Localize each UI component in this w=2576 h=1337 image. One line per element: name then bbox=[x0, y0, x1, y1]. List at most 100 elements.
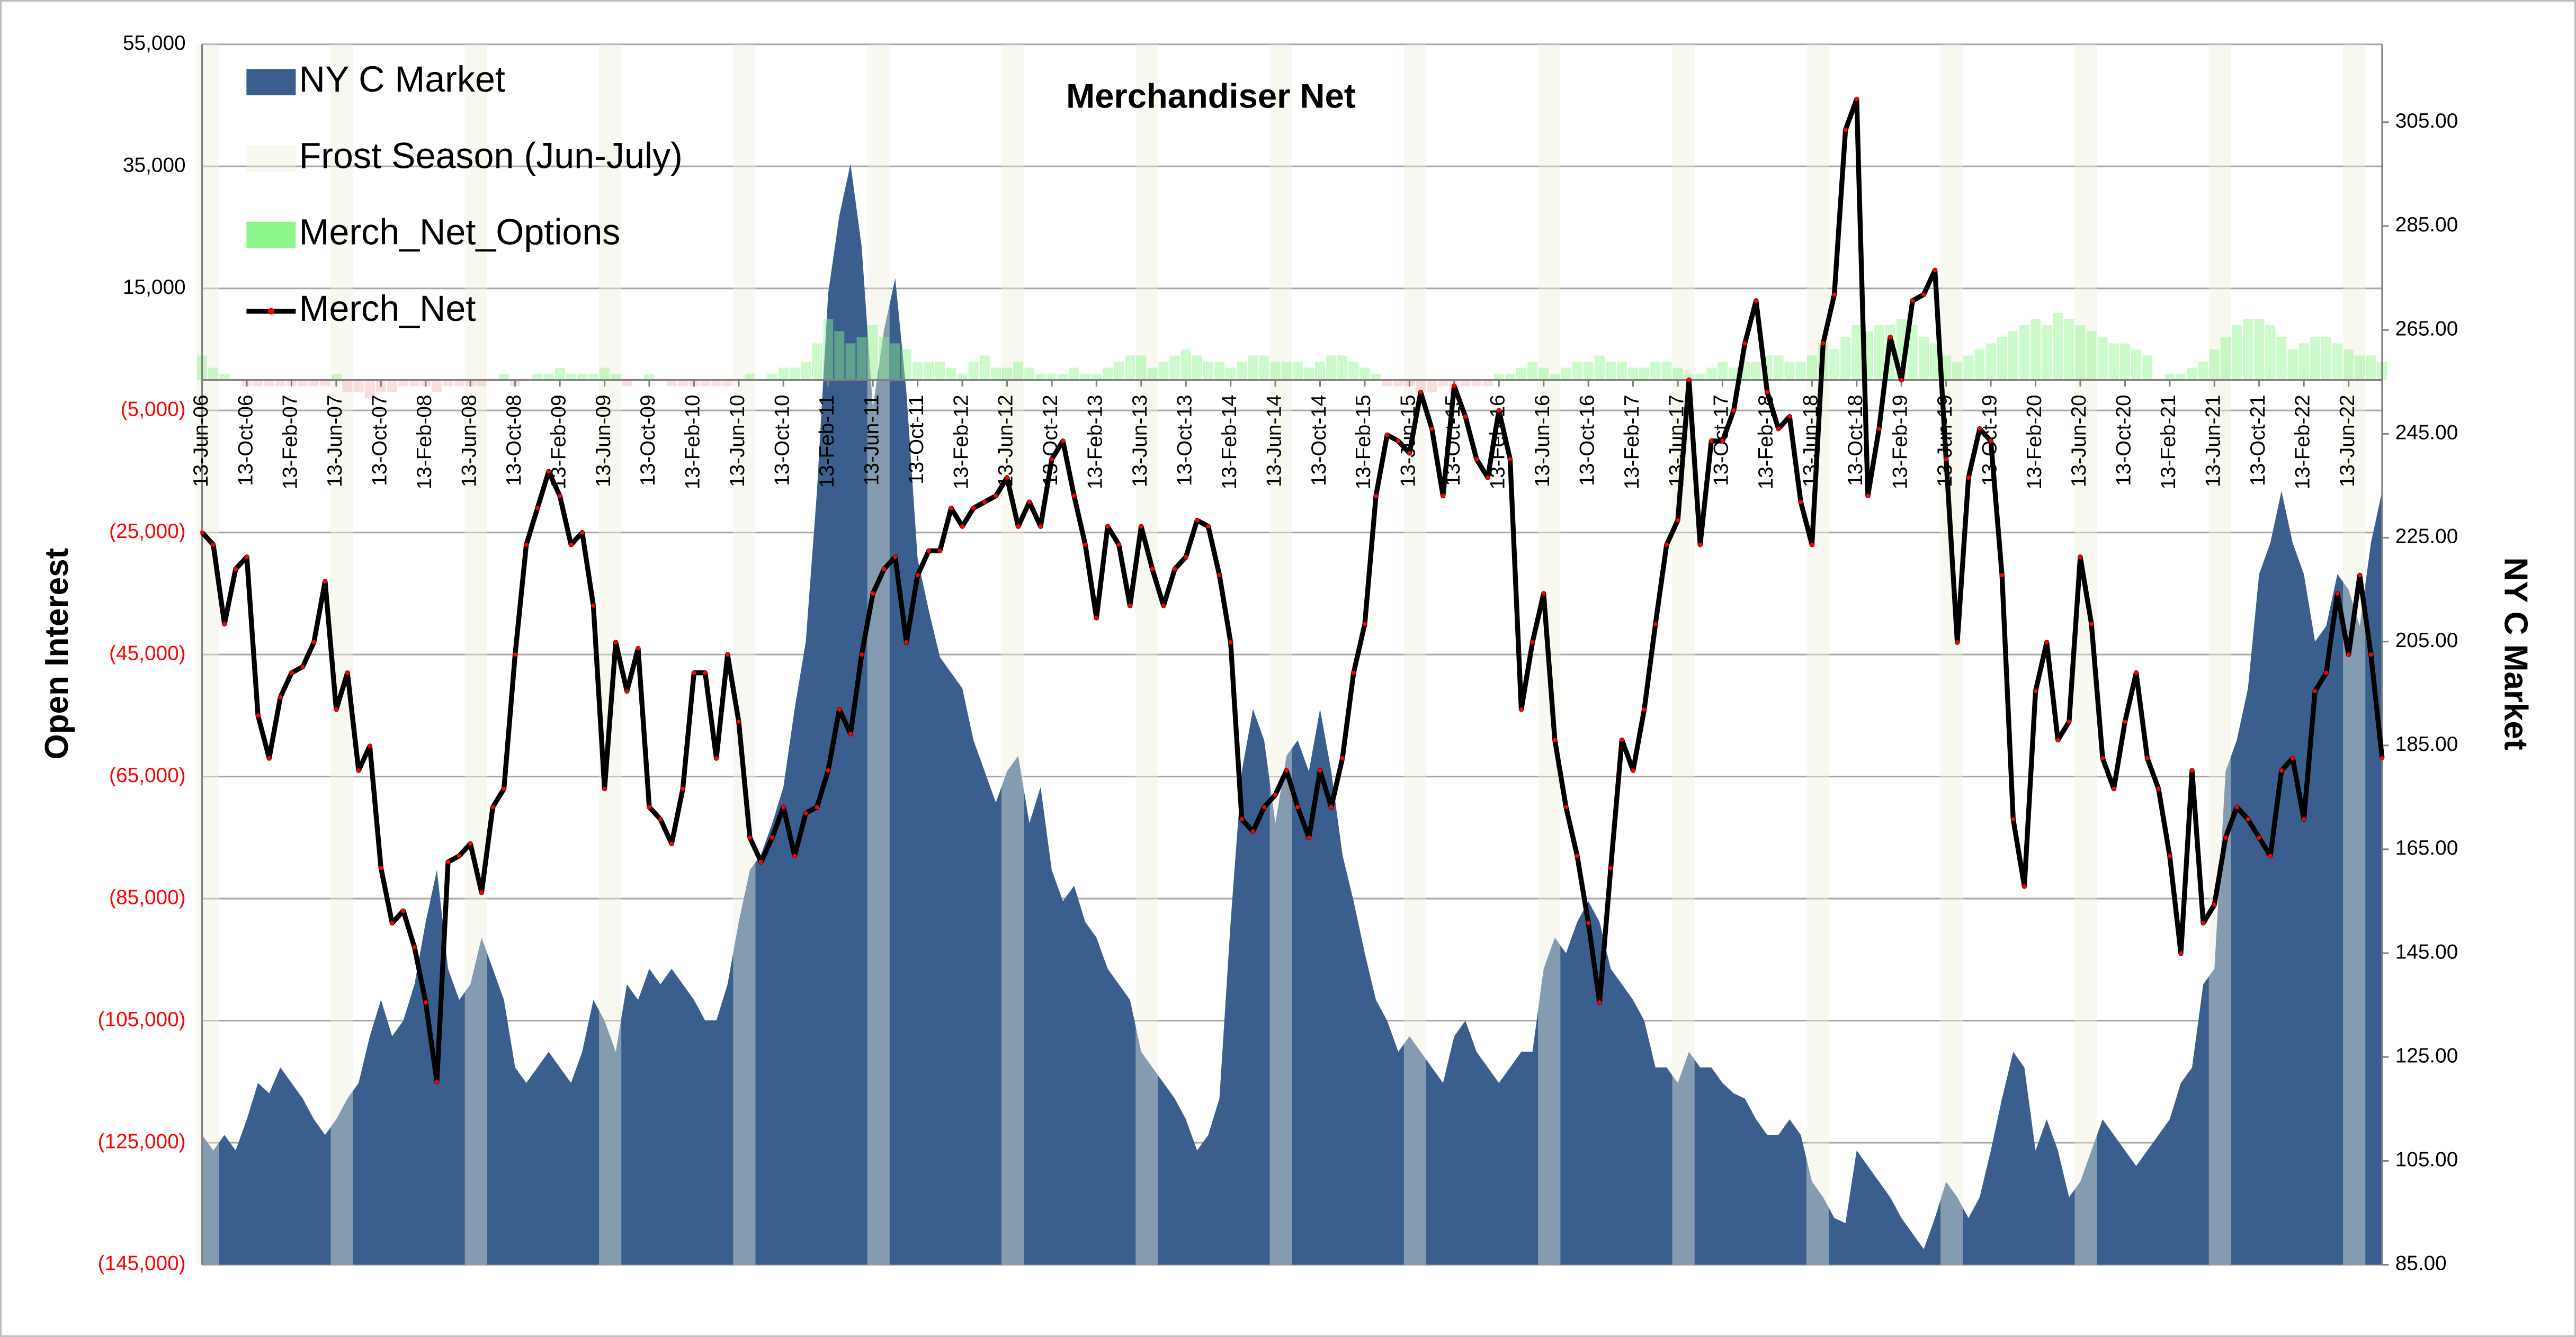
line-marker bbox=[423, 1000, 428, 1005]
legend-swatch bbox=[246, 145, 296, 172]
line-marker bbox=[725, 652, 730, 657]
options-bar bbox=[2164, 374, 2175, 380]
line-marker bbox=[949, 506, 953, 510]
options-bar bbox=[264, 380, 274, 387]
options-bar bbox=[476, 380, 487, 387]
line-marker bbox=[792, 854, 797, 858]
options-bar bbox=[1471, 380, 1482, 387]
line-marker bbox=[636, 646, 640, 651]
options-bar bbox=[1013, 361, 1024, 380]
line-marker bbox=[1966, 475, 1971, 480]
options-bar bbox=[1907, 325, 1918, 380]
options-bar bbox=[1337, 355, 1348, 380]
line-layer bbox=[200, 96, 2385, 1084]
line-marker bbox=[1038, 524, 1043, 529]
frost-band bbox=[733, 44, 745, 1265]
options-bar bbox=[1125, 355, 1135, 380]
y2-tick-label: 105.00 bbox=[2395, 1148, 2458, 1171]
options-bar bbox=[1147, 367, 1158, 380]
options-bar bbox=[622, 380, 632, 387]
options-bar bbox=[387, 380, 397, 392]
options-bar bbox=[2053, 312, 2063, 380]
frost-band bbox=[330, 44, 342, 1265]
options-bar bbox=[611, 374, 621, 380]
x-tick-label: 13-Jun-16 bbox=[1531, 394, 1554, 487]
options-bar bbox=[1136, 355, 1147, 380]
options-bar bbox=[353, 380, 364, 392]
options-bar bbox=[1416, 380, 1426, 392]
line-marker bbox=[1563, 805, 1568, 810]
band-layer bbox=[196, 44, 2366, 1265]
options-bar bbox=[935, 361, 945, 380]
line-marker bbox=[1865, 493, 1870, 498]
options-bar bbox=[957, 374, 968, 380]
y-tick-label: (45,000) bbox=[109, 642, 185, 665]
line-marker bbox=[2112, 786, 2116, 791]
legend-label: Merch_Net bbox=[299, 289, 476, 329]
line-marker bbox=[1933, 268, 1937, 273]
options-bar bbox=[1561, 367, 1571, 380]
line-marker bbox=[591, 603, 596, 608]
options-bar bbox=[1874, 325, 1884, 380]
options-bar bbox=[588, 374, 598, 380]
options-bar bbox=[2119, 343, 2130, 380]
line-marker bbox=[1631, 768, 1635, 773]
options-bar bbox=[990, 367, 1001, 380]
line bbox=[200, 96, 2385, 1084]
line-marker bbox=[982, 500, 987, 505]
options-bar bbox=[331, 374, 342, 380]
options-bar bbox=[2198, 361, 2208, 380]
line-marker bbox=[535, 506, 540, 510]
x-tick-label: 13-Oct-11 bbox=[905, 394, 928, 484]
options-bar bbox=[1974, 349, 1985, 380]
options-bar bbox=[2310, 337, 2320, 380]
options-bar bbox=[1851, 325, 1862, 380]
line-marker bbox=[1586, 921, 1591, 926]
line-marker bbox=[1351, 670, 1356, 675]
line-marker bbox=[1899, 378, 1904, 382]
line-marker bbox=[2022, 884, 2027, 889]
options-bar bbox=[1527, 361, 1538, 380]
line-marker bbox=[1765, 390, 1769, 394]
line-marker bbox=[848, 731, 853, 736]
options-bar bbox=[1326, 355, 1337, 380]
line-marker bbox=[1262, 805, 1267, 810]
frost-band bbox=[464, 44, 476, 1265]
options-bar bbox=[2287, 349, 2298, 380]
options-bar bbox=[1605, 361, 1616, 380]
x-tick-label: 13-Oct-16 bbox=[1576, 394, 1598, 486]
x-tick-label: 13-Feb-22 bbox=[2291, 394, 2314, 489]
options-bar bbox=[2209, 349, 2220, 380]
line-marker bbox=[1407, 451, 1412, 455]
frost-band bbox=[2074, 44, 2086, 1265]
options-bar bbox=[253, 380, 263, 387]
options-bar bbox=[2075, 325, 2086, 380]
line-marker bbox=[1474, 457, 1479, 462]
frost-band bbox=[1806, 44, 1818, 1265]
line-marker bbox=[245, 554, 249, 559]
options-bar bbox=[1639, 367, 1650, 380]
line-marker bbox=[580, 530, 585, 535]
options-bar bbox=[1493, 374, 1504, 380]
line-marker bbox=[1083, 542, 1088, 547]
options-bar bbox=[1672, 367, 1683, 380]
options-bar bbox=[834, 331, 845, 380]
y-tick-label: 35,000 bbox=[123, 154, 186, 176]
options-bar bbox=[1348, 361, 1359, 380]
line-marker bbox=[926, 549, 931, 553]
frost-band bbox=[867, 44, 879, 1265]
line-marker bbox=[1094, 615, 1099, 621]
options-bar bbox=[454, 380, 464, 387]
line-marker bbox=[703, 670, 708, 675]
y-tick-label: (25,000) bbox=[109, 520, 185, 543]
x-tick-label: 13-Oct-07 bbox=[369, 394, 391, 486]
frost-band bbox=[1281, 44, 1292, 1265]
line-marker bbox=[2067, 719, 2071, 724]
line-marker bbox=[278, 695, 283, 699]
line-marker bbox=[2324, 670, 2329, 675]
line-marker bbox=[2156, 786, 2161, 791]
options-bar bbox=[2321, 337, 2331, 380]
options-bar bbox=[745, 374, 755, 380]
options-bar bbox=[1393, 380, 1403, 387]
